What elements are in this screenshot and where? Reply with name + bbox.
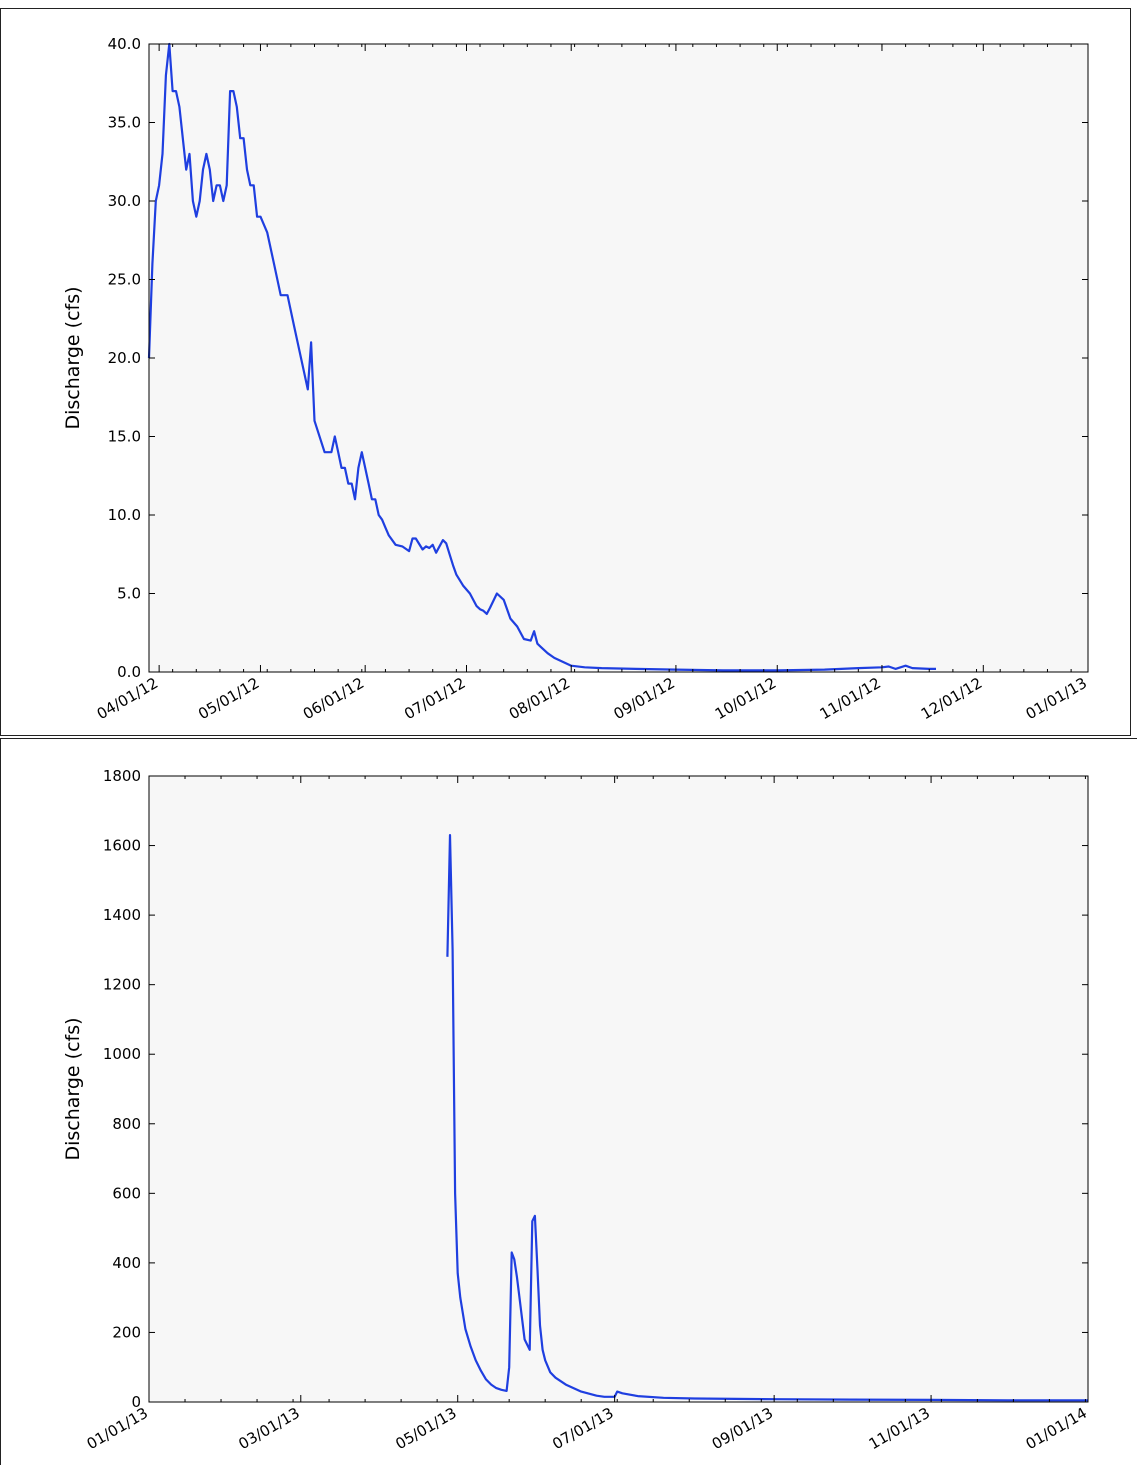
y-tick-label: 1800 <box>103 767 141 785</box>
x-tick-label: 09/01/12 <box>611 674 678 723</box>
y-tick-label: 1600 <box>103 837 141 855</box>
y-tick-label: 1000 <box>103 1045 141 1063</box>
x-tick-label: 07/01/13 <box>549 1404 616 1453</box>
y-tick-label: 1400 <box>103 906 141 924</box>
x-tick-label: 05/01/12 <box>195 674 262 723</box>
y-tick-label: 5.0 <box>117 585 141 603</box>
series-line-0 <box>147 42 936 672</box>
x-tick-label: 06/01/12 <box>300 674 367 723</box>
chart-discharge-2012: 0.0 5.0 10.0 15.0 20.0 25.0 30.0 35.0 40.0 04/01/… <box>62 35 1090 723</box>
y-tick-label: 30.0 <box>108 192 141 210</box>
y-tick-label: 200 <box>112 1323 141 1341</box>
x-tick-label: 10/01/12 <box>712 674 779 723</box>
plot-area <box>149 776 1088 1402</box>
x-tick-label: 01/01/14 <box>1023 1404 1090 1453</box>
y-tick-label: 20.0 <box>108 349 141 367</box>
y-tick-label: 40.0 <box>108 35 141 53</box>
x-tick-label: 08/01/12 <box>506 674 573 723</box>
x-tick-label: 07/01/12 <box>401 674 468 723</box>
chart-panel-bottom: 0 200 400 600 800 1000 1200 1400 1600 1800 01/01/1… <box>0 738 1137 1465</box>
y-axis-label: Discharge (cfs) <box>62 286 84 429</box>
plot-area <box>149 44 1088 672</box>
y-tick-label: 15.0 <box>108 428 141 446</box>
axes-frame <box>148 775 1089 1403</box>
y-tick-label: 600 <box>112 1184 141 1202</box>
y-tick-label: 0.0 <box>117 663 141 681</box>
series-line-0 <box>446 833 1088 1402</box>
y-tick-label: 1200 <box>103 976 141 994</box>
chart-panel-top: 0.0 5.0 10.0 15.0 20.0 25.0 30.0 35.0 40.0 04/01/… <box>0 8 1131 736</box>
x-tick-label: 03/01/13 <box>235 1404 302 1453</box>
x-tick-label: 01/01/13 <box>1023 674 1090 723</box>
x-tick-label: 11/01/12 <box>817 674 884 723</box>
y-tick-label: 35.0 <box>108 114 141 132</box>
x-tick-label: 05/01/13 <box>392 1404 459 1453</box>
x-tick-label: 04/01/12 <box>94 674 161 723</box>
x-tick-label: 01/01/13 <box>84 1404 151 1453</box>
x-tick-label: 12/01/12 <box>918 674 985 723</box>
y-tick-label: 10.0 <box>108 506 141 524</box>
y-axis-label: Discharge (cfs) <box>62 1017 84 1160</box>
y-tick-label: 0 <box>131 1393 141 1411</box>
y-tick-label: 25.0 <box>108 271 141 289</box>
x-tick-label: 09/01/13 <box>709 1404 776 1453</box>
x-tick-label: 11/01/13 <box>866 1404 933 1453</box>
chart-discharge-2013: 0 200 400 600 800 1000 1200 1400 1600 1800 01/01/1… <box>62 767 1090 1453</box>
y-tick-label: 800 <box>112 1115 141 1133</box>
y-tick-label: 400 <box>112 1254 141 1272</box>
